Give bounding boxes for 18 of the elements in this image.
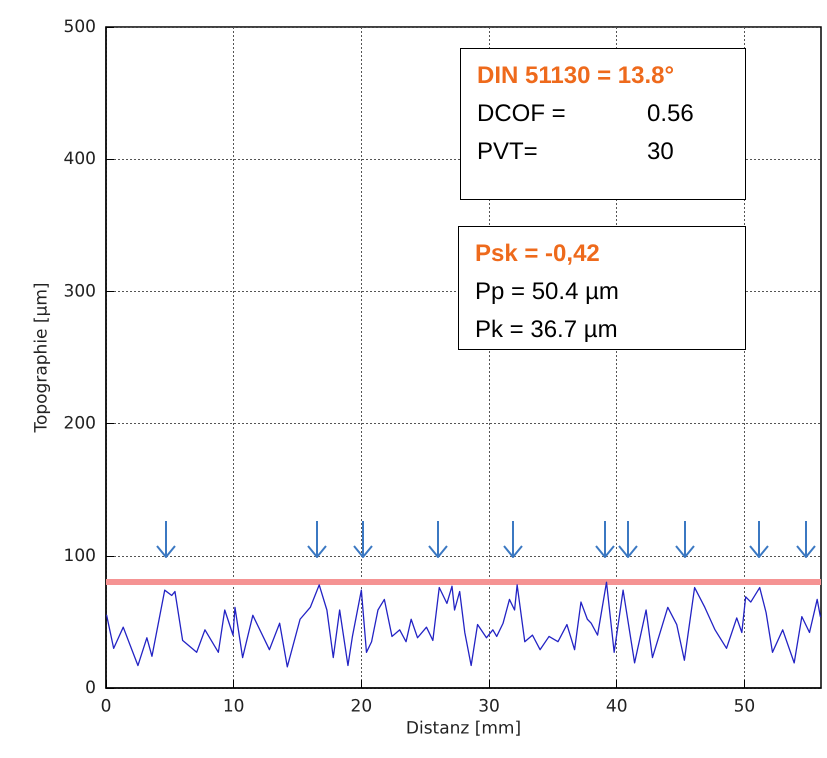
text-box: DIN 51130 = 13.8° DCOF = 0.56 PVT= 30 [460, 48, 746, 200]
y-tick-label: 400 [64, 149, 96, 170]
y-tick-label: 300 [64, 281, 96, 302]
y-tick-label: 0 [85, 678, 96, 698]
x-axis-title: Distanz [mm] [406, 718, 522, 738]
x-tick-label: 40 [606, 696, 628, 716]
x-tick-label: 20 [350, 696, 372, 716]
line-series [106, 582, 822, 668]
y-tick-label: 200 [64, 414, 96, 434]
annotation: Psk = -0,42 Pp = 50.4 µm Pk = 36.7 µm [475, 239, 620, 345]
x-tick-label: 50 [734, 696, 756, 716]
text-box: Psk = -0,42 Pp = 50.4 µm Pk = 36.7 µm [458, 226, 746, 350]
y-axis-title: Topographie [µm] [32, 282, 52, 434]
y-tick-label: 500 [64, 17, 96, 37]
x-tick-label: 10 [222, 696, 244, 716]
x-tick-label: 0 [100, 696, 112, 716]
y-tick-label: 100 [64, 546, 96, 566]
x-tick-label: 30 [478, 696, 500, 716]
